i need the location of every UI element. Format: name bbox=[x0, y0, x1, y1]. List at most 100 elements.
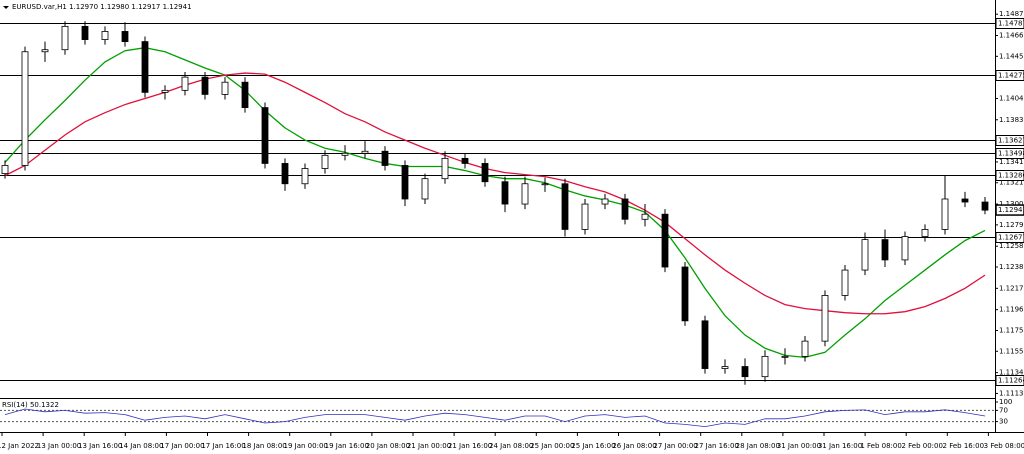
rsi-label: RSI(14) 50.1322 bbox=[2, 401, 59, 409]
candle-body bbox=[941, 198, 949, 230]
y-tick-label: 1.12380 bbox=[999, 263, 1024, 271]
level-label: 1.14787 bbox=[998, 20, 1024, 28]
candle-body bbox=[201, 76, 209, 95]
y-tick-label: 1.14040 bbox=[999, 94, 1024, 102]
candle-body bbox=[401, 165, 409, 200]
menu-arrow bbox=[3, 6, 9, 9]
candle-body bbox=[461, 157, 469, 164]
candle-body bbox=[21, 51, 29, 166]
y-tick-label: 1.14455 bbox=[999, 52, 1024, 60]
candle-body bbox=[981, 201, 989, 211]
y-tick-label: 1.12795 bbox=[999, 221, 1024, 229]
candle-body bbox=[241, 81, 249, 109]
x-tick-label: 31 Jan 16:00 bbox=[818, 442, 862, 450]
candle-body bbox=[481, 163, 489, 183]
candle-body bbox=[561, 183, 569, 230]
moving-average bbox=[4, 47, 986, 359]
y-tick-label: 1.13000 bbox=[999, 200, 1024, 208]
x-tick-label: 27 Jan 16:00 bbox=[695, 442, 739, 450]
candle-body bbox=[801, 340, 809, 357]
x-tick-label: 19 Jan 16:00 bbox=[325, 442, 369, 450]
x-tick-label: 3 Feb 08:00 bbox=[984, 442, 1024, 450]
level-label: 1.11264 bbox=[998, 377, 1024, 385]
level-label: 1.13286 bbox=[998, 172, 1024, 180]
level-label-box bbox=[995, 18, 1024, 29]
candle-body bbox=[301, 168, 309, 185]
rsi-tick-label: 70 bbox=[999, 406, 1008, 414]
level-label-box bbox=[995, 70, 1024, 81]
y-tick-label: 1.11135 bbox=[999, 389, 1024, 397]
candle-body bbox=[341, 152, 349, 156]
candle-body bbox=[221, 81, 229, 95]
x-tick-label: 19 Jan 00:00 bbox=[284, 442, 328, 450]
x-tick-label: 21 Jan 00:00 bbox=[407, 442, 451, 450]
candle-body bbox=[501, 181, 509, 205]
x-tick-label: 2 Feb 00:00 bbox=[901, 442, 942, 450]
level-label-box bbox=[995, 170, 1024, 181]
x-tick-label: 17 Jan 16:00 bbox=[201, 442, 245, 450]
level-label: 1.13627 bbox=[998, 137, 1024, 145]
x-tick-label: 21 Jan 16:00 bbox=[448, 442, 492, 450]
candle-body bbox=[961, 198, 969, 203]
y-tick-label: 1.12170 bbox=[999, 284, 1024, 292]
x-tick-label: 24 Jan 08:00 bbox=[489, 442, 533, 450]
candle-body bbox=[641, 213, 649, 220]
rsi-tick-label: 30 bbox=[999, 418, 1008, 426]
candle-body bbox=[61, 25, 69, 51]
x-tick-label: 25 Jan 16:00 bbox=[571, 442, 615, 450]
y-tick-label: 1.13830 bbox=[999, 116, 1024, 124]
x-tick-label: 12 Jan 2022 bbox=[0, 442, 39, 450]
x-tick-label: 31 Jan 00:00 bbox=[777, 442, 821, 450]
candle-body bbox=[381, 150, 389, 166]
candle-body bbox=[741, 366, 749, 378]
level-label-box bbox=[995, 375, 1024, 386]
candle-body bbox=[81, 25, 89, 40]
level-label: 1.13498 bbox=[998, 150, 1024, 158]
candle-body bbox=[521, 183, 529, 205]
candle-body bbox=[841, 269, 849, 296]
rsi-tick-label: 100 bbox=[999, 398, 1012, 406]
candle-body bbox=[621, 198, 629, 220]
y-tick-label: 1.14660 bbox=[999, 32, 1024, 40]
y-tick-label: 1.11960 bbox=[999, 306, 1024, 314]
y-tick-label: 1.14870 bbox=[999, 10, 1024, 18]
last-price-box bbox=[995, 204, 1024, 216]
candle-body bbox=[101, 31, 109, 40]
candle-body bbox=[701, 320, 709, 369]
candle-body bbox=[881, 239, 889, 261]
candle-body bbox=[261, 107, 269, 164]
level-label-box bbox=[995, 232, 1024, 243]
x-tick-label: 26 Jan 08:00 bbox=[612, 442, 656, 450]
y-tick-label: 1.11340 bbox=[999, 369, 1024, 377]
candle-body bbox=[281, 163, 289, 185]
candle-body bbox=[541, 183, 549, 186]
candle-body bbox=[781, 355, 789, 358]
x-tick-label: 27 Jan 00:00 bbox=[653, 442, 697, 450]
y-tick-label: 1.13210 bbox=[999, 179, 1024, 187]
candle-body bbox=[901, 236, 909, 261]
candle-body bbox=[121, 31, 129, 42]
candle-body bbox=[1, 165, 9, 175]
candle-body bbox=[861, 239, 869, 271]
candle-body bbox=[161, 89, 169, 93]
x-tick-label: 13 Jan 16:00 bbox=[78, 442, 122, 450]
candle-body bbox=[921, 229, 929, 237]
candle-body bbox=[721, 366, 729, 369]
candle-body bbox=[581, 203, 589, 230]
candle-body bbox=[321, 154, 329, 169]
candle-body bbox=[421, 178, 429, 200]
candle-body bbox=[601, 198, 609, 205]
candle-body bbox=[821, 295, 829, 342]
x-tick-label: 14 Jan 08:00 bbox=[119, 442, 163, 450]
x-tick-label: 1 Feb 08:00 bbox=[860, 442, 901, 450]
x-tick-label: 2 Feb 16:00 bbox=[943, 442, 984, 450]
rsi-line bbox=[4, 408, 986, 428]
candle-body bbox=[681, 266, 689, 322]
x-tick-label: 13 Jan 00:00 bbox=[37, 442, 81, 450]
candle-body bbox=[181, 76, 189, 91]
candle-body bbox=[441, 157, 449, 180]
x-tick-label: 18 Jan 08:00 bbox=[242, 442, 286, 450]
candle-body bbox=[141, 41, 149, 93]
